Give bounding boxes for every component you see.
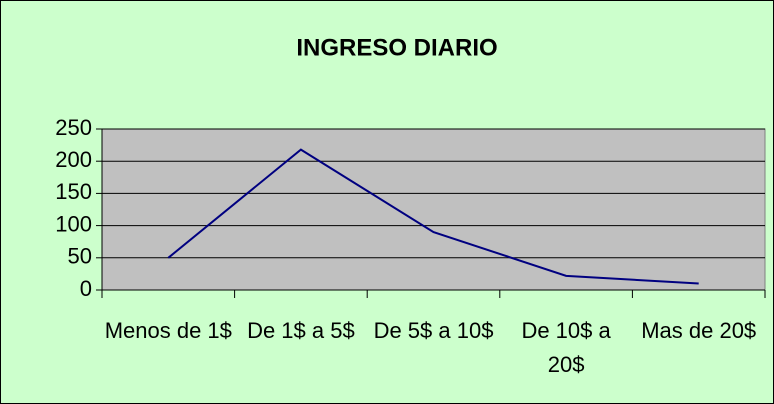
data-line	[167, 148, 699, 285]
y-tick-label: 250	[55, 115, 92, 140]
x-tick-label: De 10$ a 20$	[521, 318, 611, 377]
y-tick-label: 150	[55, 179, 92, 204]
x-tick-label: De 5$ a 10$	[373, 318, 494, 343]
x-tick-label: De 1$ a 5$	[247, 318, 355, 343]
y-tick-label: 0	[80, 276, 92, 301]
x-tick-label: Mas de 20$	[641, 318, 757, 343]
x-tick-label: Menos de 1$	[104, 318, 232, 343]
y-tick-label: 50	[68, 244, 92, 269]
chart-title: INGRESO DIARIO	[296, 34, 497, 61]
y-tick-label: 100	[55, 211, 92, 236]
y-tick-label: 200	[55, 147, 92, 172]
plot-area	[101, 128, 766, 291]
